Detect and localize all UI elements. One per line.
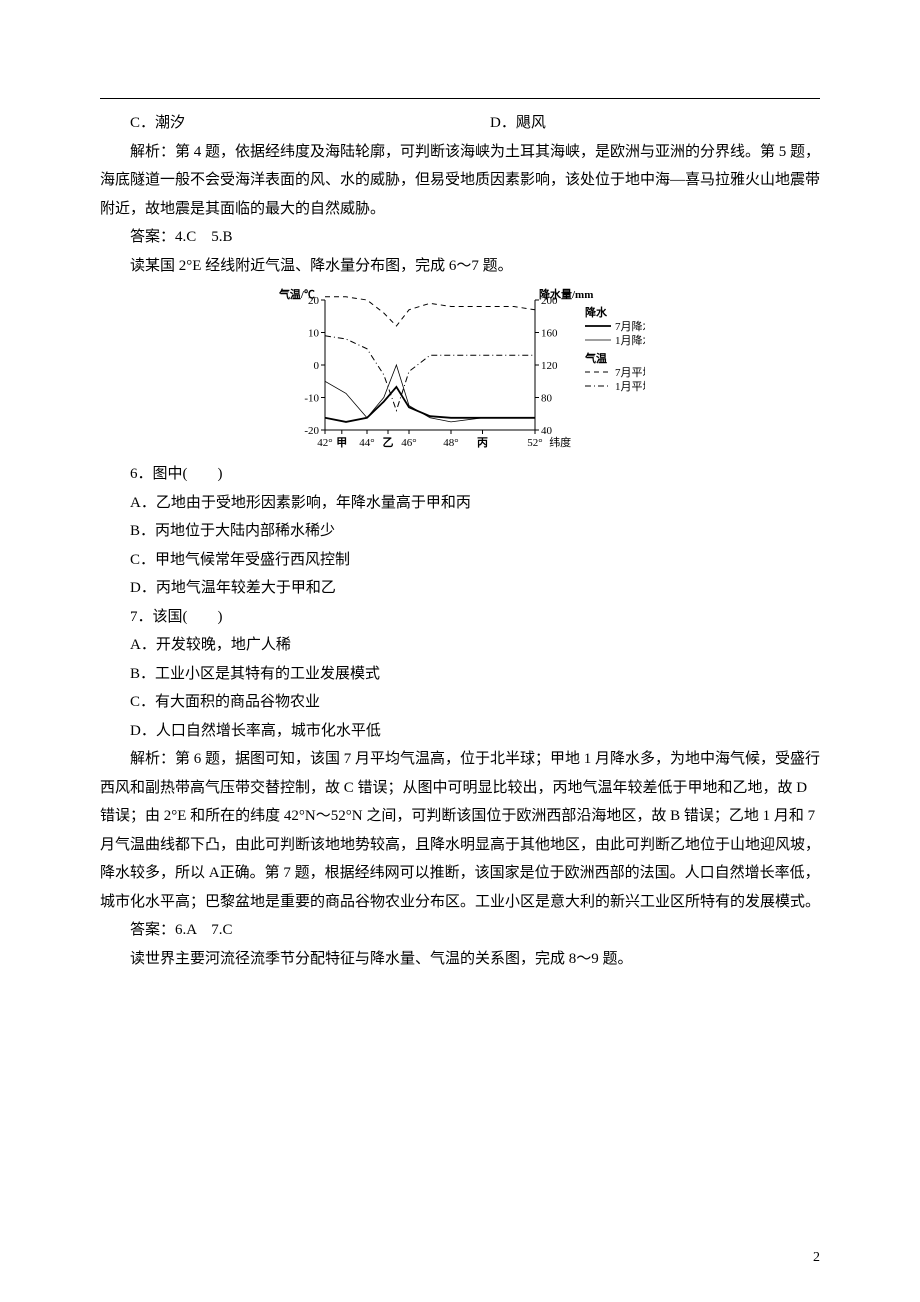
q6-D: D．丙地气温年较差大于甲和乙 <box>100 574 820 603</box>
svg-text:纬度: 纬度 <box>549 435 571 449</box>
q7-B: B．工业小区是其特有的工业发展模式 <box>100 660 820 689</box>
chart-figure: 气温/℃降水量/mm20100-10-20200160120804042°甲44… <box>100 286 820 456</box>
climate-chart: 气温/℃降水量/mm20100-10-20200160120804042°甲44… <box>275 286 645 456</box>
svg-text:20: 20 <box>308 295 320 307</box>
svg-text:降水: 降水 <box>585 305 608 319</box>
q6-C: C．甲地气候常年受盛行西风控制 <box>100 546 820 575</box>
q5-optC: C．潮汐 <box>100 109 460 138</box>
svg-text:42°: 42° <box>317 437 332 449</box>
q7-A: A．开发较晚，地广人稀 <box>100 631 820 660</box>
svg-text:-20: -20 <box>304 425 319 437</box>
svg-text:甲: 甲 <box>336 436 347 449</box>
svg-text:46°: 46° <box>401 437 416 449</box>
intro-8-9: 读世界主要河流径流季节分配特征与降水量、气温的关系图，完成 8～9 题。 <box>100 945 820 974</box>
q7-D: D．人口自然增长率高，城市化水平低 <box>100 717 820 746</box>
q7-stem: 7．该国( ) <box>100 603 820 632</box>
svg-text:44°: 44° <box>359 437 374 449</box>
svg-text:10: 10 <box>308 328 320 340</box>
q6-B: B．丙地位于大陆内部稀水稀少 <box>100 517 820 546</box>
svg-text:7月降水: 7月降水 <box>615 319 645 333</box>
svg-text:200: 200 <box>541 295 558 307</box>
svg-text:80: 80 <box>541 393 553 405</box>
svg-text:7月平均气温: 7月平均气温 <box>615 365 645 379</box>
solution-6-7: 解析：第 6 题，据图可知，该国 7 月平均气温高，位于北半球；甲地 1 月降水… <box>100 745 820 916</box>
svg-text:-10: -10 <box>304 393 319 405</box>
svg-text:乙: 乙 <box>383 436 394 449</box>
solution-4-5: 解析：第 4 题，依据经纬度及海陆轮廓，可判断该海峡为土耳其海峡，是欧洲与亚洲的… <box>100 138 820 224</box>
svg-text:160: 160 <box>541 328 558 340</box>
page-number: 2 <box>813 1245 820 1272</box>
q6-stem: 6．图中( ) <box>100 460 820 489</box>
svg-text:120: 120 <box>541 360 558 372</box>
q5-optD: D．飓风 <box>460 109 820 138</box>
svg-text:0: 0 <box>314 360 320 372</box>
svg-text:52°: 52° <box>527 437 542 449</box>
svg-text:48°: 48° <box>443 437 458 449</box>
svg-text:40: 40 <box>541 425 553 437</box>
svg-text:气温: 气温 <box>584 351 607 365</box>
q5-options-row: C．潮汐 D．飓风 <box>100 109 820 138</box>
intro-6-7: 读某国 2°E 经线附近气温、降水量分布图，完成 6～7 题。 <box>100 252 820 281</box>
answer-6-7: 答案：6.A 7.C <box>100 916 820 945</box>
svg-text:丙: 丙 <box>477 436 488 449</box>
svg-text:1月降水: 1月降水 <box>615 333 645 347</box>
svg-text:1月平均气温: 1月平均气温 <box>615 379 645 393</box>
q6-A: A．乙地由于受地形因素影响，年降水量高于甲和丙 <box>100 489 820 518</box>
answer-4-5: 答案：4.C 5.B <box>100 223 820 252</box>
q7-C: C．有大面积的商品谷物农业 <box>100 688 820 717</box>
